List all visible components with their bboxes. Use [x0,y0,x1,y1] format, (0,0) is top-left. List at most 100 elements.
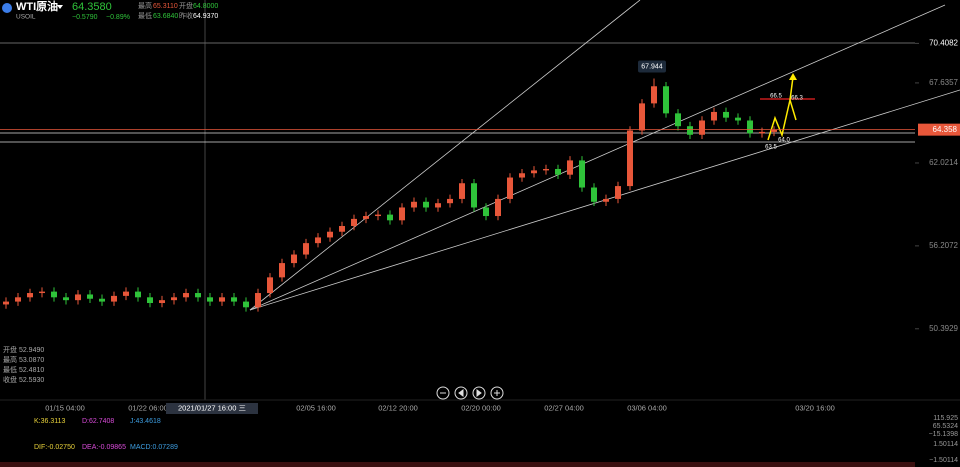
candle-body [279,263,285,278]
last-price-tag [918,123,960,136]
trend-line [249,4,946,311]
candle-body [267,277,273,294]
price-label: 56.2072 [929,241,958,250]
candle-body [111,295,117,302]
time-label: 01/22 06:00 [128,403,168,412]
macd-band [0,462,915,467]
candles [3,78,777,312]
low: 63.6840 [153,13,178,20]
candle-body [231,297,237,302]
annotation-box [638,60,666,73]
candle-body [519,173,525,178]
time-label: 01/15 04:00 [45,403,85,412]
candle-body [459,183,465,199]
candle-body [15,297,21,302]
candle-body [435,203,441,208]
candle-body [387,214,393,221]
candle-body [423,201,429,208]
dropdown[interactable] [57,5,63,9]
arrow [789,76,794,101]
kdj-label: J:43.4618 [130,418,161,425]
candle-body [339,226,345,232]
candle-body [735,117,741,121]
trend-line [249,0,641,311]
candle-body [627,130,633,187]
candle-body [375,214,381,217]
open-label: 开盘 [179,1,193,10]
price: 64.3580 [72,1,112,13]
indicator-axis-label: −15.1398 [929,431,958,438]
candle-body [3,301,9,305]
symbol-icon [2,3,12,13]
low-label: 最低 [138,11,152,20]
candle-body [351,218,357,227]
high: 65.3110 [153,3,178,10]
candle-body [615,186,621,199]
time-axis: 01/15 04:00 01/22 06:00 2021/01/27 16:00 三… [45,403,835,414]
candle-body [195,293,201,298]
candle-body [687,126,693,135]
high-label: 最高 [138,1,152,10]
candle-body [483,207,489,217]
overlay-lines [0,0,960,400]
candle-body [327,231,333,238]
open: 64.8000 [193,3,218,10]
ohlc-high: 最高 53.0870 [3,355,44,364]
indicator-axis-label: −1.50114 [929,457,958,464]
candle-body [27,293,33,298]
candle-body [135,291,141,298]
price-label: 62.0214 [929,158,958,167]
ohlc-low: 最低 52.4810 [3,365,44,374]
kdj-label: K:36.3113 [34,418,66,425]
macd-label: MACD:0.07289 [130,444,178,451]
candle-body [447,198,453,204]
code: USOIL [16,14,36,21]
candle-body [39,291,45,294]
candle-body [579,160,585,188]
candle-body [147,297,153,304]
candle-body [555,168,561,175]
candle-body [51,291,57,298]
candle-body [699,120,705,135]
prev-label: 昨收 [179,11,193,20]
crosshair-time-box [166,403,258,414]
candle-body [171,297,177,301]
price-label: 70.4082 [929,38,958,47]
kdj-label: D:62.7408 [82,418,114,425]
macd-label: DIF:-0.02750 [34,444,75,451]
candle-body [99,298,105,302]
candle-body [603,198,609,202]
candle-body [771,129,777,132]
candle-body [747,120,753,134]
price-label: 67.6357 [929,78,958,87]
candle-body [531,170,537,174]
time-label: 2021/01/27 16:00 三 [178,403,246,412]
candle-body [87,294,93,299]
candle-body [123,291,129,296]
candle-body [411,201,417,208]
candle-body [591,187,597,202]
annotation: 67.944 [641,63,663,70]
time-label: 02/12 20:00 [378,403,418,412]
prev: 64.9370 [193,13,218,20]
candle-body [471,183,477,208]
annotation: 64.0 [778,137,790,143]
time-label: 03/06 04:00 [627,403,667,412]
candle-body [675,113,681,127]
time-label: 02/20 00:00 [461,403,501,412]
candle-body [63,297,69,301]
annotation: 66.5 [770,94,782,100]
annotation: 63.5 [765,144,777,150]
candle-body [75,294,81,301]
candle-body [711,111,717,121]
candle-body [303,243,309,255]
annotation: 66.3 [791,96,803,102]
ohlc-close: 收盘 52.5930 [3,375,44,384]
indicator-axis-label: 115.925 [933,415,958,422]
time-label: 02/27 04:00 [544,403,584,412]
change-pct: −0.89% [106,14,130,21]
symbol[interactable]: WTI原油 [16,0,58,13]
candle-body [207,297,213,302]
candle-body [567,160,573,175]
